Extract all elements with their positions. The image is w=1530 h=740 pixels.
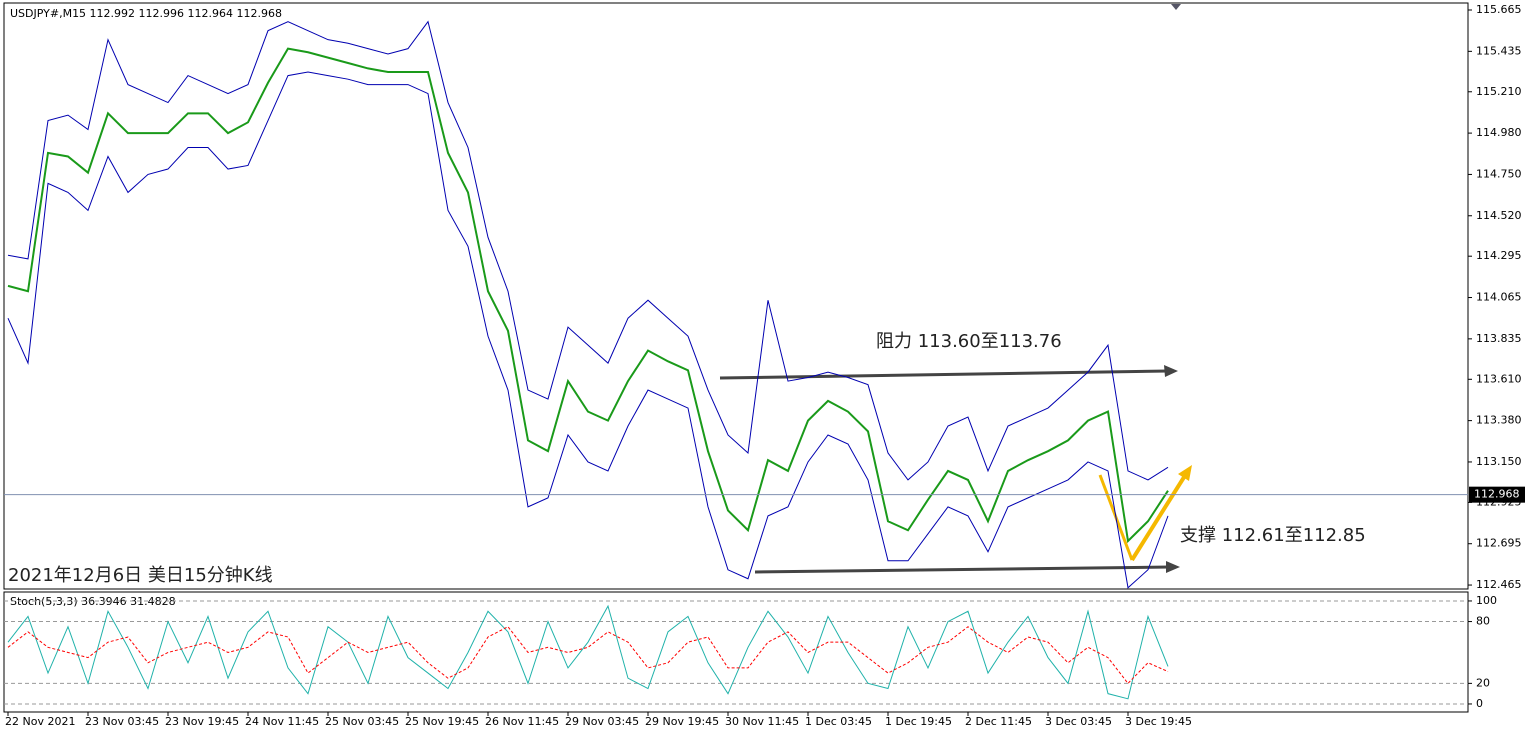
arrow-head bbox=[1178, 465, 1192, 481]
stoch-title: Stoch(5,3,3) 36.3946 31.4828 bbox=[10, 595, 176, 608]
x-tick-label: 1 Dec 19:45 bbox=[885, 715, 952, 728]
y-tick-label: 114.750 bbox=[1476, 167, 1522, 180]
x-tick-label: 29 Nov 03:45 bbox=[565, 715, 639, 728]
y-tick-label: 114.520 bbox=[1476, 209, 1522, 222]
y-tick-label: 112.695 bbox=[1476, 537, 1522, 550]
y-tick-label: 80 bbox=[1476, 615, 1490, 628]
y-tick-label: 115.435 bbox=[1476, 44, 1522, 57]
annotation: 2021年12月6日 美日15分钟K线 bbox=[8, 565, 273, 586]
x-tick-label: 23 Nov 03:45 bbox=[85, 715, 159, 728]
x-tick-label: 29 Nov 19:45 bbox=[645, 715, 719, 728]
x-tick-label: 26 Nov 11:45 bbox=[485, 715, 559, 728]
x-tick-label: 1 Dec 03:45 bbox=[805, 715, 872, 728]
shift-marker bbox=[1171, 4, 1181, 10]
x-tick-label: 24 Nov 11:45 bbox=[245, 715, 319, 728]
arrow-head bbox=[1164, 365, 1178, 377]
chart-title: USDJPY#,M15 112.992 112.996 112.964 112.… bbox=[10, 7, 282, 20]
annotation: 支撑 112.61至112.85 bbox=[1180, 525, 1366, 546]
trend-arrows bbox=[719, 365, 1192, 574]
y-tick-label: 114.980 bbox=[1476, 126, 1522, 139]
annotation: 阻力 113.60至113.76 bbox=[876, 331, 1062, 352]
support-arrow bbox=[754, 565, 1171, 574]
series-line bbox=[7, 626, 1169, 685]
x-tick-label: 23 Nov 19:45 bbox=[165, 715, 239, 728]
series-line bbox=[7, 71, 1169, 589]
series-line bbox=[7, 47, 1169, 544]
x-tick-label: 22 Nov 2021 bbox=[5, 715, 75, 728]
y-tick-label: 0 bbox=[1476, 697, 1483, 710]
y-tick-label: 20 bbox=[1476, 676, 1490, 689]
y-tick-label: 113.835 bbox=[1476, 332, 1522, 345]
v-arrow bbox=[1130, 472, 1188, 562]
x-tick-label: 25 Nov 03:45 bbox=[325, 715, 399, 728]
y-tick-label: 115.665 bbox=[1476, 3, 1522, 16]
last-price-box bbox=[1469, 486, 1525, 503]
last-price-label: 112.968 bbox=[1474, 488, 1520, 501]
main-frame bbox=[3, 2, 1469, 590]
y-tick-label: 113.610 bbox=[1476, 372, 1522, 385]
arrow-head bbox=[1166, 561, 1180, 573]
resistance-arrow bbox=[719, 369, 1169, 380]
y-tick-label: 113.150 bbox=[1476, 455, 1522, 468]
stoch-frame bbox=[3, 591, 1469, 713]
x-tick-label: 2 Dec 11:45 bbox=[965, 715, 1032, 728]
x-tick-label: 25 Nov 19:45 bbox=[405, 715, 479, 728]
y-tick-label: 112.465 bbox=[1476, 578, 1522, 591]
y-tick-label: 113.380 bbox=[1476, 414, 1522, 427]
x-tick-label: 3 Dec 19:45 bbox=[1125, 715, 1192, 728]
x-tick-label: 30 Nov 11:45 bbox=[725, 715, 799, 728]
y-tick-label: 115.210 bbox=[1476, 85, 1522, 98]
y-tick-label: 114.065 bbox=[1476, 291, 1522, 304]
y-tick-label: 114.295 bbox=[1476, 249, 1522, 262]
series-line bbox=[7, 20, 1169, 481]
x-tick-label: 3 Dec 03:45 bbox=[1045, 715, 1112, 728]
y-tick-label: 100 bbox=[1476, 594, 1497, 607]
